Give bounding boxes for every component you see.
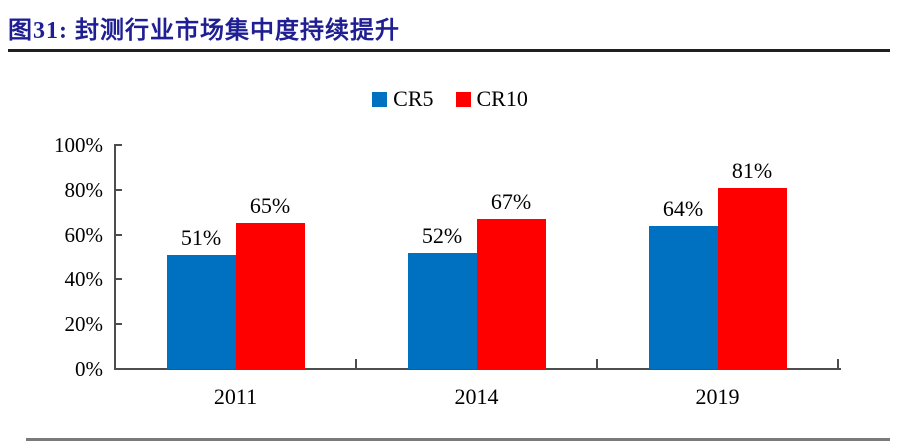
bar-value-label: 81% [731, 157, 773, 183]
y-tick [115, 188, 122, 191]
x-tick [837, 359, 839, 368]
legend-item-cr5: CR5 [372, 86, 434, 111]
bar-value-label: 67% [490, 188, 532, 214]
x-category-label: 2011 [213, 384, 258, 409]
bar-cr5-2019 [648, 225, 718, 369]
bar-cr10-2019 [717, 187, 787, 369]
bar-value-label: 65% [249, 193, 291, 219]
bar-cr10-2014 [476, 218, 546, 369]
title-underline [8, 49, 890, 52]
y-tick-label: 40% [64, 267, 104, 292]
bar-value-label: 64% [662, 195, 704, 221]
y-tick-label: 20% [64, 312, 104, 337]
x-axis-line [113, 368, 841, 370]
chart-legend: CR5 CR10 [0, 88, 900, 110]
y-tick-label: 0% [75, 357, 103, 381]
y-tick [115, 323, 122, 326]
y-axis-line [113, 144, 116, 370]
x-tick [355, 359, 357, 368]
y-tick [115, 233, 122, 236]
legend-item-cr10: CR10 [455, 86, 528, 111]
legend-swatch-cr10 [455, 91, 471, 107]
x-category-label: 2019 [695, 384, 740, 409]
legend-label: CR10 [476, 86, 528, 111]
bar-value-label: 52% [421, 222, 463, 248]
y-tick [115, 368, 122, 370]
y-tick [115, 278, 122, 281]
y-tick [115, 144, 122, 146]
bar-cr5-2014 [407, 252, 477, 369]
figure-title: 图31: 封测行业市场集中度持续提升 [8, 18, 400, 44]
bar-cr10-2011 [235, 223, 305, 369]
x-category-label: 2014 [454, 384, 499, 409]
y-tick-label: 80% [64, 177, 104, 202]
y-tick-label: 100% [54, 133, 103, 157]
legend-label: CR5 [393, 86, 434, 111]
bar-value-label: 51% [180, 224, 222, 250]
figure-bottom-rule [26, 438, 890, 441]
x-tick [596, 359, 598, 368]
bar-cr5-2011 [166, 254, 236, 369]
y-tick-label: 60% [64, 222, 104, 247]
legend-swatch-cr5 [372, 91, 388, 107]
